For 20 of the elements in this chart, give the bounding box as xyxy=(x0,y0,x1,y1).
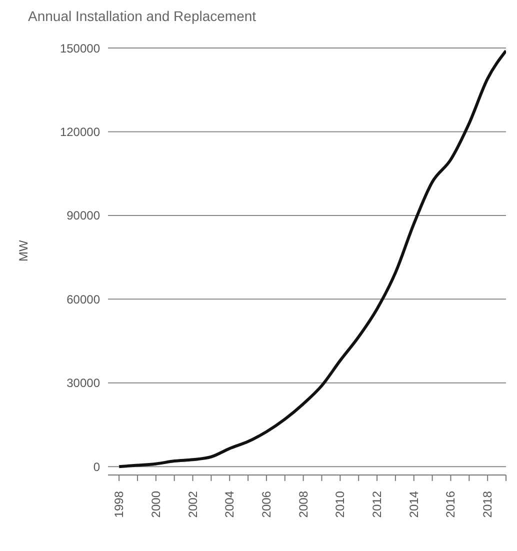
chart-title: Annual Installation and Replacement xyxy=(28,8,256,24)
line-series xyxy=(118,49,506,468)
y-axis-title: MW xyxy=(16,240,30,262)
x-tick-label: 2006 xyxy=(259,490,274,518)
x-tick-label: 2012 xyxy=(370,490,384,518)
x-tick-label: 1998 xyxy=(112,490,126,518)
y-tick-label: 60000 xyxy=(66,292,100,306)
x-tick-label: 2002 xyxy=(186,490,200,518)
x-tick-label: 2000 xyxy=(148,490,163,518)
x-tick-label: 2014 xyxy=(406,490,421,518)
y-tick-label: 150000 xyxy=(60,41,100,56)
y-tick-label: 90000 xyxy=(66,208,100,223)
y-tick-label: 0 xyxy=(93,460,100,474)
x-tick-label: 2008 xyxy=(296,490,310,518)
y-tick-label: 120000 xyxy=(60,124,100,139)
x-tick-label: 2016 xyxy=(444,490,458,518)
y-tick-label: 30000 xyxy=(66,376,100,390)
x-tick-label: 2018 xyxy=(480,490,495,518)
x-tick-label: 2004 xyxy=(222,490,237,518)
x-tick-label: 2010 xyxy=(333,490,348,518)
